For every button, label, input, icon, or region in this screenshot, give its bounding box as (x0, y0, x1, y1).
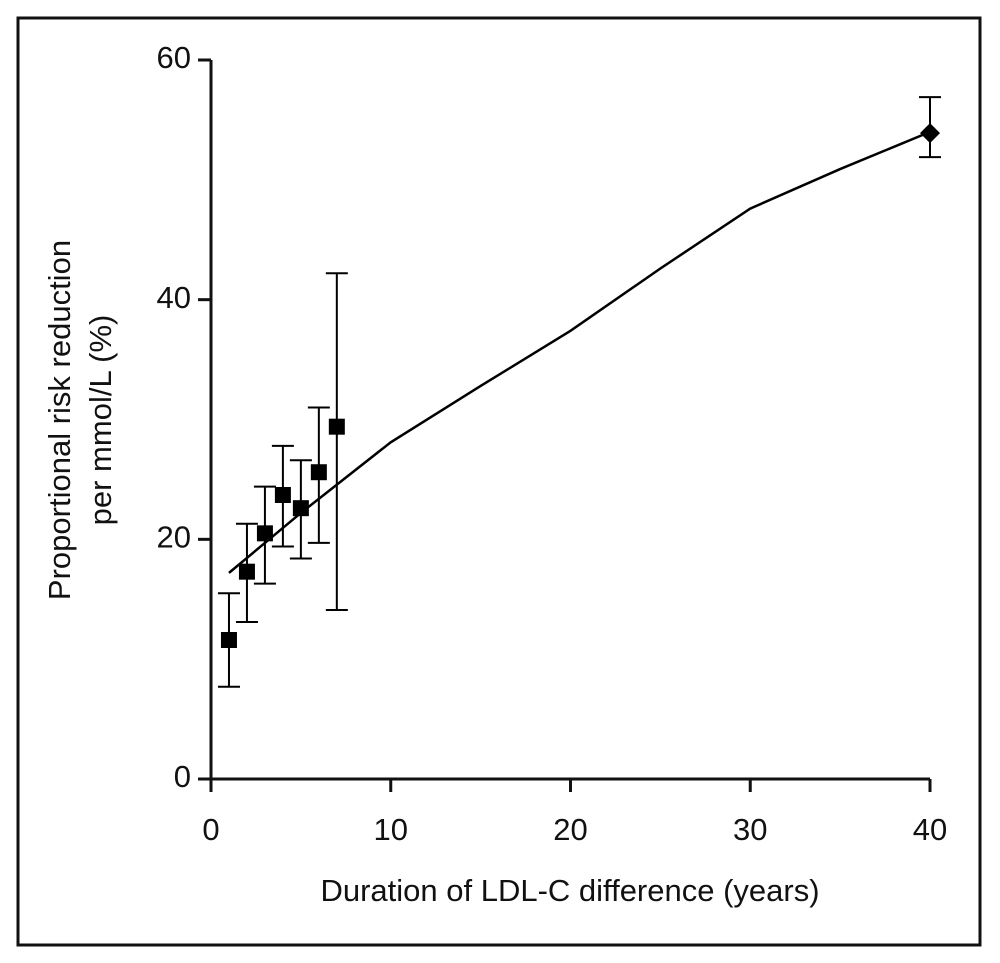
x-tick-label: 10 (374, 812, 408, 847)
point (274, 486, 291, 503)
y-tick-label: 40 (157, 280, 191, 315)
point (292, 500, 309, 517)
y-tick-label: 0 (174, 759, 191, 794)
y-axis-title: per mmol/L (%) (83, 315, 118, 526)
point (328, 418, 345, 435)
y-axis-title: Proportional risk reduction (42, 240, 77, 600)
frame (16, 16, 982, 947)
fit-curve (228, 130, 931, 574)
point (238, 563, 255, 580)
x-tick-label: 30 (733, 812, 767, 847)
x-tick-label: 20 (553, 812, 587, 847)
x-tick-label: 40 (913, 812, 947, 847)
y-tick-label: 20 (157, 520, 191, 555)
point (220, 631, 237, 648)
y-tick-label: 60 (157, 40, 191, 75)
x-tick-label: 0 (202, 812, 219, 847)
point (256, 525, 273, 542)
point (310, 464, 327, 481)
x-axis-title: Duration of LDL-C difference (years) (320, 873, 819, 908)
